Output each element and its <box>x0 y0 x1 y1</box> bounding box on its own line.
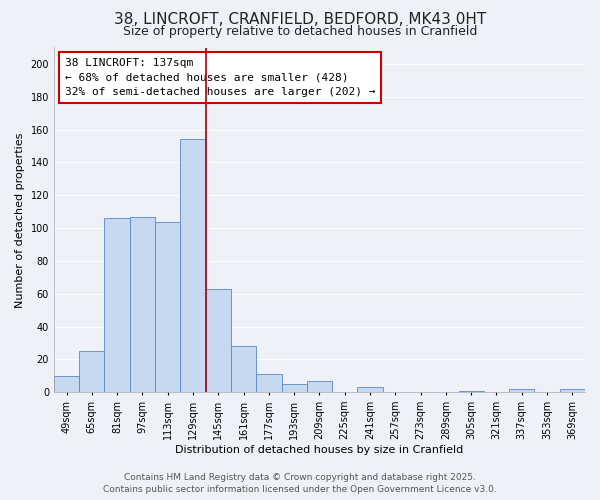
Bar <box>181 140 206 392</box>
Text: 38, LINCROFT, CRANFIELD, BEDFORD, MK43 0HT: 38, LINCROFT, CRANFIELD, BEDFORD, MK43 0… <box>114 12 486 28</box>
Bar <box>560 389 585 392</box>
Bar <box>509 389 535 392</box>
Bar <box>206 289 231 393</box>
Text: 38 LINCROFT: 137sqm
← 68% of detached houses are smaller (428)
32% of semi-detac: 38 LINCROFT: 137sqm ← 68% of detached ho… <box>65 58 375 98</box>
Bar <box>54 376 79 392</box>
Bar <box>231 346 256 393</box>
X-axis label: Distribution of detached houses by size in Cranfield: Distribution of detached houses by size … <box>175 445 464 455</box>
Bar <box>358 388 383 392</box>
Y-axis label: Number of detached properties: Number of detached properties <box>15 132 25 308</box>
Bar <box>155 222 181 392</box>
Bar <box>104 218 130 392</box>
Bar <box>79 352 104 393</box>
Bar <box>307 381 332 392</box>
Bar <box>130 216 155 392</box>
Bar <box>281 384 307 392</box>
Text: Size of property relative to detached houses in Cranfield: Size of property relative to detached ho… <box>123 25 477 38</box>
Text: Contains HM Land Registry data © Crown copyright and database right 2025.
Contai: Contains HM Land Registry data © Crown c… <box>103 472 497 494</box>
Bar <box>256 374 281 392</box>
Bar <box>458 390 484 392</box>
